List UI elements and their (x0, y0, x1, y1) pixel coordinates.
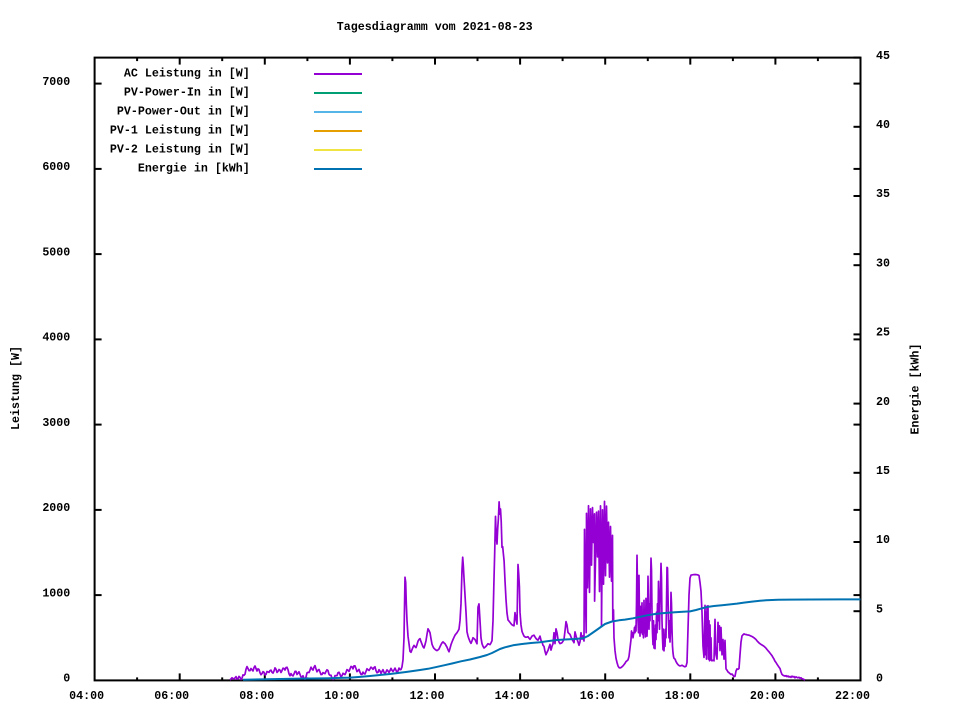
svg-text:06:00: 06:00 (154, 689, 189, 703)
svg-text:2000: 2000 (42, 501, 70, 515)
svg-text:0: 0 (876, 672, 883, 686)
svg-text:14:00: 14:00 (495, 689, 530, 703)
svg-text:1000: 1000 (42, 586, 70, 600)
svg-text:20: 20 (876, 395, 890, 409)
svg-text:5000: 5000 (42, 245, 70, 259)
svg-text:3000: 3000 (42, 416, 70, 430)
svg-text:5: 5 (876, 602, 883, 616)
svg-text:Energie [kWh]: Energie [kWh] (909, 344, 923, 435)
svg-text:12:00: 12:00 (410, 689, 445, 703)
svg-text:10:00: 10:00 (324, 689, 359, 703)
svg-text:Energie in [kWh]: Energie in [kWh] (138, 162, 250, 176)
svg-text:16:00: 16:00 (580, 689, 615, 703)
svg-text:18:00: 18:00 (665, 689, 700, 703)
svg-text:35: 35 (876, 187, 890, 201)
svg-text:AC Leistung in [W]: AC Leistung in [W] (124, 67, 250, 81)
svg-text:25: 25 (876, 326, 890, 340)
svg-text:7000: 7000 (42, 75, 70, 89)
svg-text:20:00: 20:00 (750, 689, 785, 703)
svg-text:10: 10 (876, 533, 890, 547)
svg-text:PV-Power-In in [W]: PV-Power-In in [W] (124, 86, 250, 100)
svg-text:04:00: 04:00 (69, 689, 104, 703)
svg-text:45: 45 (876, 49, 890, 63)
svg-text:0: 0 (63, 672, 70, 686)
svg-text:PV-1 Leistung in [W]: PV-1 Leistung in [W] (110, 124, 250, 138)
svg-text:22:00: 22:00 (835, 689, 870, 703)
svg-text:4000: 4000 (42, 331, 70, 345)
svg-text:Tagesdiagramm vom 2021-08-23: Tagesdiagramm vom 2021-08-23 (337, 20, 533, 34)
svg-text:15: 15 (876, 464, 890, 478)
svg-text:30: 30 (876, 256, 890, 270)
svg-text:6000: 6000 (42, 160, 70, 174)
svg-text:40: 40 (876, 118, 890, 132)
svg-text:Leistung [W]: Leistung [W] (9, 346, 23, 430)
svg-text:PV-2 Leistung in [W]: PV-2 Leistung in [W] (110, 143, 250, 157)
svg-text:PV-Power-Out in [W]: PV-Power-Out in [W] (117, 105, 250, 119)
svg-text:08:00: 08:00 (239, 689, 274, 703)
